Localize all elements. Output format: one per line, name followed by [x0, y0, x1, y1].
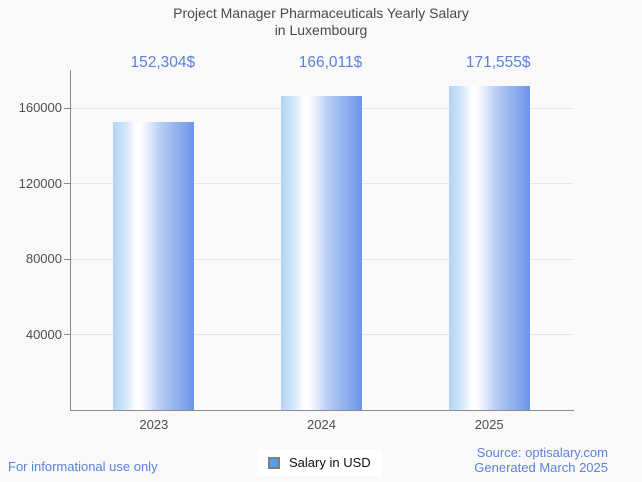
generated-line: Generated March 2025 [474, 460, 608, 475]
bar [448, 85, 530, 410]
legend-swatch-icon [268, 456, 280, 469]
x-axis-label: 2025 [474, 417, 504, 432]
y-axis-line [70, 70, 71, 411]
bar-value-label: 166,011$ [298, 54, 363, 71]
y-axis-tick [64, 183, 70, 185]
source-info: Source: optisalary.com Generated March 2… [474, 445, 608, 475]
y-axis-tick [64, 334, 70, 336]
x-axis-line [70, 410, 574, 411]
source-line: Source: optisalary.com [476, 445, 608, 460]
bar [281, 96, 362, 410]
disclaimer-text: For informational use only [8, 459, 158, 474]
x-axis-label: 2023 [139, 417, 169, 432]
x-axis-label: 2024 [307, 417, 336, 432]
legend-label: Salary in USD [289, 455, 371, 470]
y-axis-tick [64, 107, 70, 109]
y-axis-label: 40000 [25, 326, 62, 342]
bar [113, 122, 195, 410]
y-axis-label: 120000 [18, 175, 62, 191]
bar-value-label: 171,555$ [465, 54, 531, 71]
chart-title: Project Manager Pharmaceuticals Yearly S… [173, 5, 469, 38]
bar-value-label: 152,304$ [130, 54, 196, 71]
y-axis-label: 80000 [25, 251, 62, 267]
y-axis-label: 160000 [18, 100, 62, 115]
y-axis-tick [64, 258, 70, 260]
chart-legend: Salary in USD [257, 449, 382, 476]
